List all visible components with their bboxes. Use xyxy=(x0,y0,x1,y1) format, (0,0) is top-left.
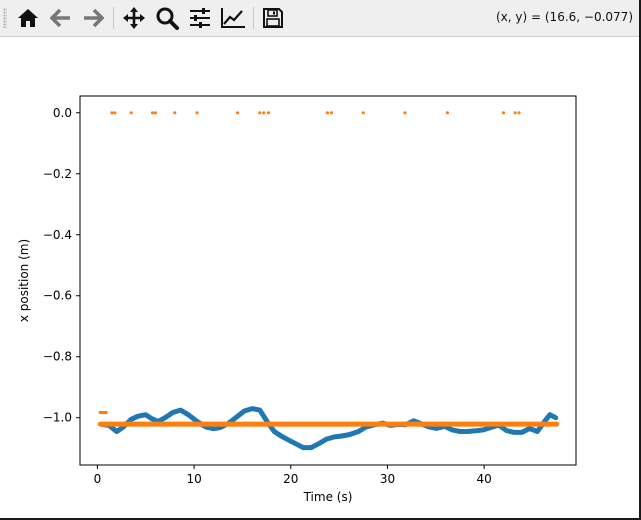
data-point xyxy=(153,111,157,115)
data-point xyxy=(445,111,449,115)
figure-canvas[interactable]: 0 10 20 30 40 0.0 −0.2 −0.4 −0.6 −0.8 −1.0 Time (s)… xyxy=(0,37,639,518)
data-point xyxy=(110,111,114,115)
zoom-icon xyxy=(156,7,179,30)
x-tick-label: 30 xyxy=(380,472,395,486)
y-tick-label: −1.0 xyxy=(43,411,72,425)
x-tick-label: 10 xyxy=(186,472,201,486)
pan-icon xyxy=(123,7,145,29)
data-point xyxy=(517,111,521,115)
home-icon xyxy=(18,9,38,27)
x-axis-label: Time (s) xyxy=(303,490,353,504)
x-tick-label: 0 xyxy=(94,472,102,486)
data-point xyxy=(150,111,155,115)
x-tick-label: 20 xyxy=(283,472,298,486)
data-point xyxy=(195,111,199,115)
data-point xyxy=(129,111,133,115)
data-point xyxy=(113,111,117,115)
data-point xyxy=(236,111,240,115)
forward-button[interactable] xyxy=(79,5,107,31)
x-tick-label: 40 xyxy=(477,472,492,486)
data-point xyxy=(266,111,271,115)
forward-icon xyxy=(84,8,104,28)
data-point xyxy=(262,111,266,115)
data-point xyxy=(361,111,365,115)
zoom-button[interactable] xyxy=(153,5,181,31)
data-point xyxy=(501,111,506,115)
y-tick-label: −0.4 xyxy=(43,228,72,242)
axes-edit-button[interactable] xyxy=(219,5,247,31)
toolbar-separator xyxy=(113,7,114,29)
save-button[interactable] xyxy=(259,5,287,31)
data-point xyxy=(173,111,177,115)
back-button[interactable] xyxy=(47,5,75,31)
data-point xyxy=(329,111,333,115)
y-axis-label: x position (m) xyxy=(17,239,31,322)
toolbar-separator xyxy=(253,7,254,29)
y-tick-label: −0.6 xyxy=(43,289,72,303)
navigation-toolbar: (x, y) = (16.6, −0.077) xyxy=(0,0,639,37)
data-point xyxy=(258,111,262,115)
axes-edit-icon xyxy=(221,8,245,28)
data-point xyxy=(325,111,330,115)
series-line-0 xyxy=(99,406,559,451)
save-icon xyxy=(263,8,283,28)
subplots-icon xyxy=(190,8,210,28)
toolbar-grip[interactable] xyxy=(3,8,7,28)
axes-frame xyxy=(79,95,577,466)
data-point xyxy=(513,111,517,115)
back-icon xyxy=(50,8,70,28)
data-point xyxy=(403,111,407,115)
cursor-coordinates: (x, y) = (16.6, −0.077) xyxy=(496,10,633,24)
y-tick-label: −0.8 xyxy=(43,350,72,364)
axes[interactable]: 0 10 20 30 40 0.0 −0.2 −0.4 −0.6 −0.8 −1.0 Time (s)… xyxy=(17,95,577,504)
pan-button[interactable] xyxy=(120,5,148,31)
data-point xyxy=(104,410,108,415)
subplots-button[interactable] xyxy=(186,5,214,31)
home-button[interactable] xyxy=(14,5,42,31)
y-tick-label: 0.0 xyxy=(53,106,72,120)
y-tick-label: −0.2 xyxy=(43,167,72,181)
